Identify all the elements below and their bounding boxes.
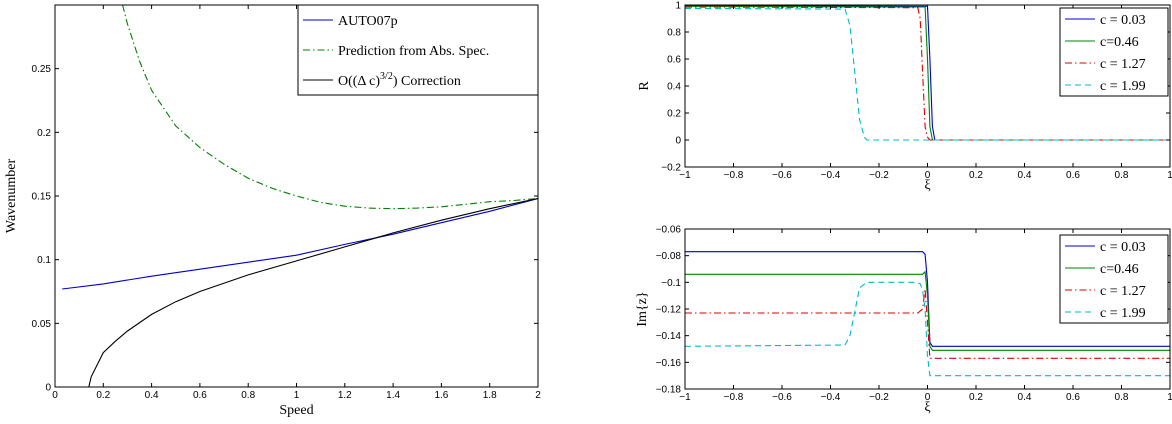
x-tick-label: −0.6 [772,170,792,181]
y-tick-label: −0.18 [656,385,682,396]
series-line-1 [62,197,538,290]
x-tick-label: −0.6 [772,392,792,403]
x-tick-label: 2 [535,390,541,401]
y-tick-label: 1 [675,1,681,12]
y-tick-label: 0 [675,136,681,147]
x-tick-label: 0.8 [1115,170,1129,181]
y-tick-label: 0.4 [667,82,681,93]
x-tick-label: 0.4 [1018,170,1032,181]
legend-label: c = 1.27 [1100,57,1146,72]
x-axis-label: ξ [924,400,930,415]
y-tick-label: −0.16 [656,358,682,369]
y-tick-label: 0.1 [37,255,51,266]
x-tick-label: 0 [52,390,58,401]
y-axis-label: R [637,81,652,91]
x-tick-label: 0.2 [969,392,983,403]
legend-label: O((Δ c)3/2) Correction [338,71,461,89]
series-line-2 [685,270,1170,351]
y-tick-label: 0.15 [32,192,52,203]
chart-2: −1 −0.8 −0.6 −0.4 −0.2 0 0.2 0.4 0.6 0.8 1 −0.2 0 0.2… [637,1,1172,194]
legend-label: c = 0.03 [1100,13,1146,28]
legend-box [1059,7,1169,97]
x-axis-label: ξ [924,178,930,193]
series-line-2 [122,5,538,210]
y-tick-label: −0.2 [661,163,681,174]
series-line-4 [685,281,1170,377]
x-tick-label: 0.4 [1018,392,1032,403]
chart-3: −1 −0.8 −0.6 −0.4 −0.2 0 0.2 0.4 0.6 0.8 1 −0.18 −0.… [635,225,1172,416]
x-tick-label: 0.4 [145,390,159,401]
y-tick-label: 0.8 [667,28,681,39]
x-tick-label: −0.4 [821,170,841,181]
legend: c = 0.03 c=0.46 c = 1.27 c = 1.99 [1059,7,1169,97]
series-line-1 [685,251,1170,347]
y-tick-label: −0.12 [656,305,682,316]
series-line-3 [685,288,1170,359]
y-tick-label: 0.6 [667,55,681,66]
y-tick-label: 0.25 [32,64,52,75]
y-tick-label: 0.2 [667,109,681,120]
legend-box [297,4,539,96]
y-tick-label: 0.05 [32,319,52,330]
chart-1: 0 0.2 0.4 0.6 0.8 1 1.2 1.4 1.6 1.8 2 0 0.05 0.1 0.15 0… [4,4,541,418]
y-tick-label: −0.1 [661,278,681,289]
x-tick-label: −0.4 [821,392,841,403]
y-tick-label: −0.14 [656,331,682,342]
y-tick-label: 0.2 [37,128,51,139]
x-tick-label: 1.4 [386,390,400,401]
x-tick-label: 1.2 [338,390,352,401]
series-line-3 [88,197,538,387]
y-axis-label: Wavenumber [4,159,19,234]
legend-label: c = 1.27 [1100,284,1146,299]
x-tick-label: 1 [1167,392,1172,403]
x-tick-label: −0.2 [869,392,889,403]
x-tick-label: 1 [294,390,300,401]
legend: c = 0.03 c=0.46 c = 1.27 c = 1.99 [1059,234,1169,324]
x-tick-label: 1.6 [434,390,448,401]
y-tick-label: −0.08 [656,251,682,262]
legend-label: c = 1.99 [1100,79,1146,94]
legend-label: c = 0.03 [1100,240,1146,255]
x-tick-label: −0.2 [869,170,889,181]
legend-label: c = 1.99 [1100,306,1146,321]
x-tick-label: −0.8 [724,392,744,403]
x-axis-label: Speed [279,403,313,418]
x-tick-label: 0.2 [969,170,983,181]
x-tick-label: −1 [679,170,691,181]
y-tick-label: 0 [45,383,51,394]
legend-label: c=0.46 [1100,35,1139,50]
legend: AUTO07p Prediction from Abs. Spec. O((Δ c)… [297,4,539,96]
x-tick-label: −0.8 [724,170,744,181]
series-line-3 [685,6,1170,141]
y-tick-label: −0.06 [656,225,682,236]
y-axis-label: Im{z} [635,291,650,326]
series-line-4 [685,7,1170,141]
legend-label: Prediction from Abs. Spec. [338,44,489,59]
x-tick-label: 0.6 [1066,170,1080,181]
x-tick-label: 0.6 [1066,392,1080,403]
legend-box [1059,234,1169,324]
x-tick-label: 0.8 [1115,392,1129,403]
x-tick-label: 1.8 [483,390,497,401]
x-tick-label: 0 [925,170,931,181]
x-tick-label: −1 [679,392,691,403]
x-tick-label: 0.2 [96,390,110,401]
legend-label: AUTO07p [338,14,398,29]
x-tick-label: 0.8 [241,390,255,401]
x-tick-label: 0 [925,392,931,403]
x-tick-label: 1 [1167,170,1172,181]
x-tick-label: 0.6 [193,390,207,401]
legend-label: c=0.46 [1100,262,1139,277]
